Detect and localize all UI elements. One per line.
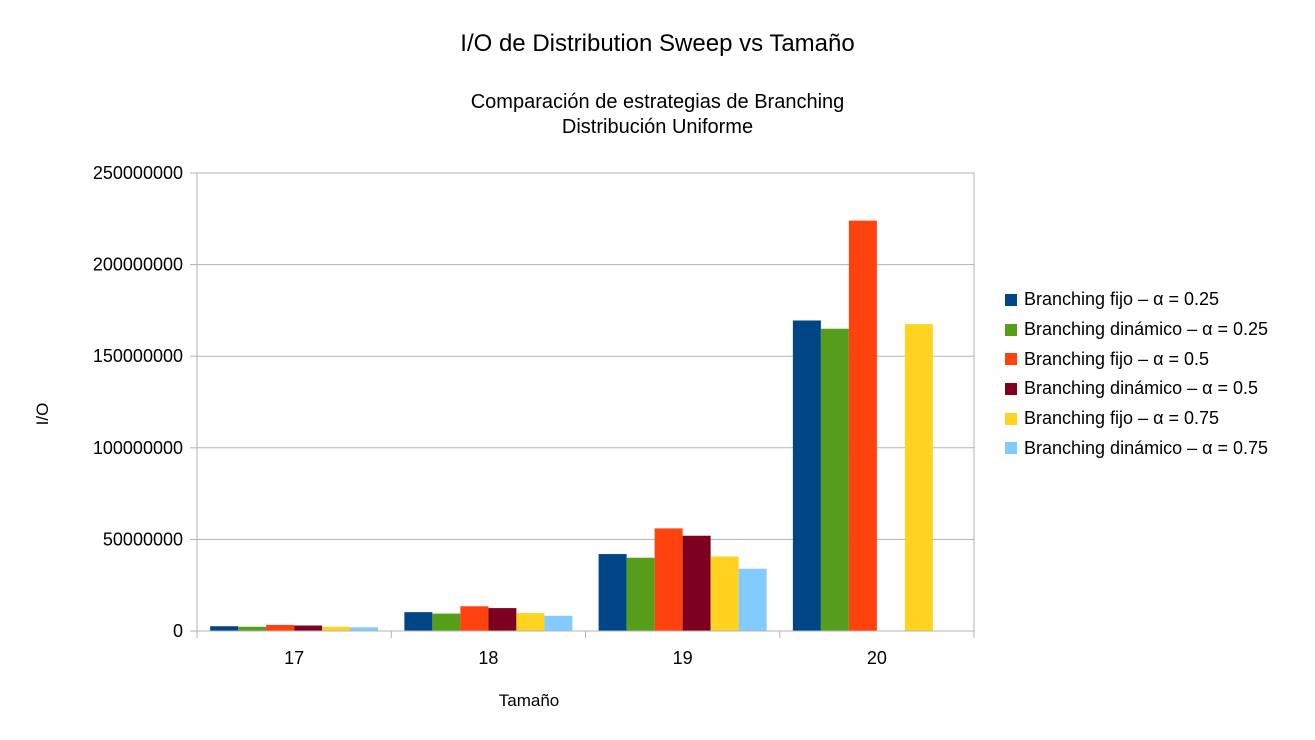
bar [266, 624, 295, 631]
legend-label: Branching dinámico – α = 0.5 [1024, 378, 1259, 399]
legend-swatch [1005, 323, 1017, 336]
chart-subtitle-line-2: Distribución Uniforme [561, 116, 754, 138]
bar [210, 626, 239, 631]
bar [904, 324, 933, 631]
bar [460, 606, 489, 631]
legend-item: Branching fijo – α = 0.75 [1005, 404, 1268, 434]
legend-item: Branching dinámico – α = 0.25 [1005, 315, 1268, 345]
bar [350, 627, 379, 631]
legend-swatch [1005, 442, 1017, 455]
legend-label: Branching fijo – α = 0.75 [1024, 408, 1220, 429]
x-axis-label: Tamaño [499, 691, 559, 710]
bar [516, 613, 545, 631]
bar [294, 625, 323, 631]
axes [190, 172, 975, 638]
chart-subtitle-line-1: Comparación de estrategias de Branching [470, 91, 845, 113]
legend-item: Branching fijo – α = 0.25 [1005, 285, 1268, 315]
legend-label: Branching fijo – α = 0.25 [1024, 289, 1220, 310]
y-tick-label: 50000000 [103, 529, 183, 549]
bar [488, 608, 517, 631]
bar [432, 613, 461, 631]
legend-swatch [1005, 353, 1017, 366]
y-tick-label: 0 [173, 621, 183, 641]
x-tick-label: 19 [673, 648, 693, 668]
y-tick-label: 150000000 [93, 346, 183, 366]
bar [544, 615, 573, 631]
bar [738, 568, 767, 631]
chart-subtitle: Comparación de estrategias de Branching … [0, 90, 1315, 140]
bar [682, 535, 711, 631]
chart-title: I/O de Distribution Sweep vs Tamaño [460, 30, 855, 57]
y-tick-label: 250000000 [93, 163, 183, 183]
bar [322, 626, 351, 631]
legend-item: Branching fijo – α = 0.5 [1005, 344, 1268, 374]
bar [654, 528, 683, 631]
bar [404, 612, 433, 631]
bars [210, 220, 933, 631]
legend-swatch [1005, 412, 1017, 425]
y-tick-labels: 0 50000000 100000000 150000000 200000000 2500… [93, 163, 183, 641]
bar [848, 220, 877, 631]
legend: Branching fijo – α = 0.25 Branching dinám… [1005, 285, 1268, 463]
legend-item: Branching dinámico – α = 0.75 [1005, 433, 1268, 463]
y-tick-label: 200000000 [93, 255, 183, 275]
y-tick-label: 100000000 [93, 438, 183, 458]
legend-swatch [1005, 382, 1017, 395]
bar [710, 556, 739, 631]
bar [626, 557, 655, 631]
legend-label: Branching dinámico – α = 0.75 [1024, 437, 1269, 458]
x-tick-labels: 17 18 19 20 [284, 648, 887, 668]
bar [238, 626, 267, 631]
y-axis-label: I/O [33, 403, 52, 426]
legend-item: Branching dinámico – α = 0.5 [1005, 374, 1268, 404]
bar [598, 554, 627, 631]
bar [820, 328, 849, 631]
x-tick-label: 18 [478, 648, 498, 668]
legend-label: Branching dinámico – α = 0.25 [1024, 319, 1269, 340]
legend-label: Branching fijo – α = 0.5 [1024, 348, 1210, 369]
x-tick-label: 17 [284, 648, 304, 668]
legend-swatch [1005, 293, 1017, 306]
x-tick-label: 20 [867, 648, 887, 668]
bar [792, 320, 821, 631]
